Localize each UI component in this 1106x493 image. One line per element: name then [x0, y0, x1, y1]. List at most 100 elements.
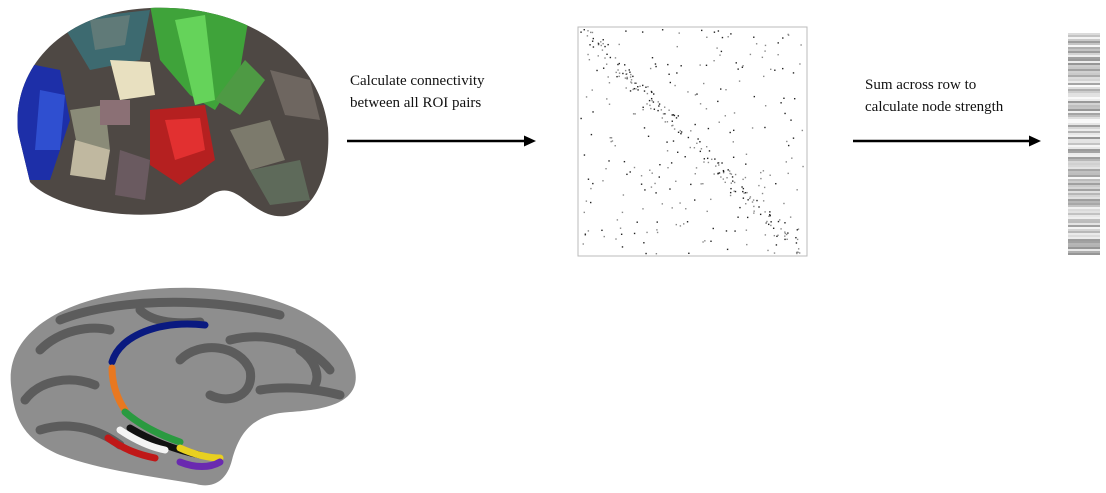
matrix-cell	[768, 215, 770, 218]
matrix-cell	[630, 82, 633, 84]
matrix-cell	[690, 130, 692, 132]
matrix-cell	[722, 169, 725, 172]
matrix-cell	[742, 65, 744, 67]
matrix-cell	[606, 98, 608, 100]
strip-band	[1068, 143, 1100, 145]
strip-band	[1068, 207, 1100, 209]
matrix-cell	[733, 181, 736, 184]
matrix-cell	[718, 164, 720, 166]
matrix-cell	[703, 82, 705, 85]
matrix-cell	[656, 231, 659, 234]
matrix-cell	[721, 162, 723, 164]
node-strength-strip	[1068, 33, 1100, 255]
matrix-cell	[614, 57, 617, 59]
matrix-cell	[713, 31, 716, 33]
matrix-cell	[651, 91, 653, 94]
strip-band	[1068, 137, 1100, 139]
strip-band	[1068, 149, 1100, 151]
strip-band	[1068, 55, 1100, 57]
matrix-cell	[688, 252, 690, 255]
matrix-cell	[597, 43, 600, 46]
matrix-cell	[694, 94, 697, 96]
matrix-cell	[769, 211, 771, 213]
matrix-cell	[796, 252, 798, 255]
matrix-cell	[667, 167, 669, 169]
strip-band	[1068, 167, 1100, 169]
strip-band	[1068, 253, 1100, 255]
matrix-cell	[729, 172, 731, 175]
strip-band	[1068, 197, 1100, 199]
matrix-cell	[749, 53, 752, 56]
strip-band	[1068, 35, 1100, 37]
strip-band	[1068, 181, 1100, 183]
matrix-cell	[620, 233, 623, 235]
matrix-cell	[745, 163, 747, 165]
matrix-cell	[700, 183, 702, 185]
matrix-cell	[730, 182, 733, 184]
matrix-cell	[680, 132, 682, 135]
matrix-cell	[674, 84, 676, 87]
matrix-cell	[783, 97, 785, 99]
matrix-cell	[705, 108, 708, 110]
matrix-cell	[797, 228, 800, 230]
matrix-cell	[697, 138, 699, 140]
matrix-cell	[753, 210, 755, 212]
matrix-cell	[668, 73, 670, 75]
arrow	[347, 135, 536, 147]
matrix-cell	[607, 76, 609, 78]
matrix-cell	[763, 75, 765, 78]
matrix-cell	[787, 172, 789, 175]
matrix-cell	[630, 81, 632, 83]
matrix-cell	[800, 44, 802, 46]
matrix-cell	[625, 87, 627, 89]
strip-band	[1068, 155, 1100, 157]
matrix-cell	[608, 103, 611, 105]
matrix-cell	[602, 42, 604, 45]
strip-band	[1068, 215, 1100, 217]
matrix-cell	[592, 46, 595, 48]
matrix-cell	[623, 160, 626, 163]
matrix-cell	[583, 29, 585, 31]
matrix-cell	[664, 113, 666, 115]
matrix-cell	[661, 117, 664, 119]
connectivity-matrix	[577, 26, 808, 257]
strip-band	[1068, 57, 1100, 59]
matrix-cell	[624, 64, 626, 66]
matrix-cell	[755, 43, 758, 45]
strip-band	[1068, 67, 1100, 69]
matrix-cell	[646, 231, 648, 234]
matrix-cell	[699, 103, 702, 105]
strip-band	[1068, 175, 1100, 177]
matrix-cell	[787, 33, 789, 36]
matrix-cell	[605, 168, 607, 170]
matrix-cell	[615, 238, 617, 240]
matrix-cell	[635, 88, 637, 90]
matrix-cell	[645, 86, 647, 88]
matrix-cell	[717, 30, 720, 32]
matrix-cell	[764, 126, 766, 129]
matrix-cell	[761, 56, 764, 59]
matrix-cell	[795, 236, 797, 239]
matrix-cell	[666, 150, 669, 152]
step-label: between all ROI pairs	[350, 95, 481, 111]
strip-band	[1068, 205, 1100, 207]
strip-band	[1068, 59, 1100, 61]
matrix-cell	[758, 184, 760, 187]
matrix-cell	[735, 62, 737, 64]
matrix-cell	[637, 86, 639, 88]
matrix-cell	[580, 31, 582, 33]
matrix-cell	[700, 148, 703, 150]
matrix-cell	[784, 235, 786, 237]
matrix-cell	[671, 125, 673, 127]
strip-band	[1068, 221, 1100, 223]
strip-band	[1068, 121, 1100, 123]
matrix-cell	[795, 251, 798, 254]
strip-band	[1068, 115, 1100, 117]
matrix-cell	[670, 162, 673, 164]
matrix-cell	[734, 230, 736, 232]
matrix-cell	[790, 119, 792, 121]
matrix-cell	[746, 191, 748, 194]
matrix-cell	[700, 29, 703, 32]
matrix-cell	[784, 238, 786, 241]
